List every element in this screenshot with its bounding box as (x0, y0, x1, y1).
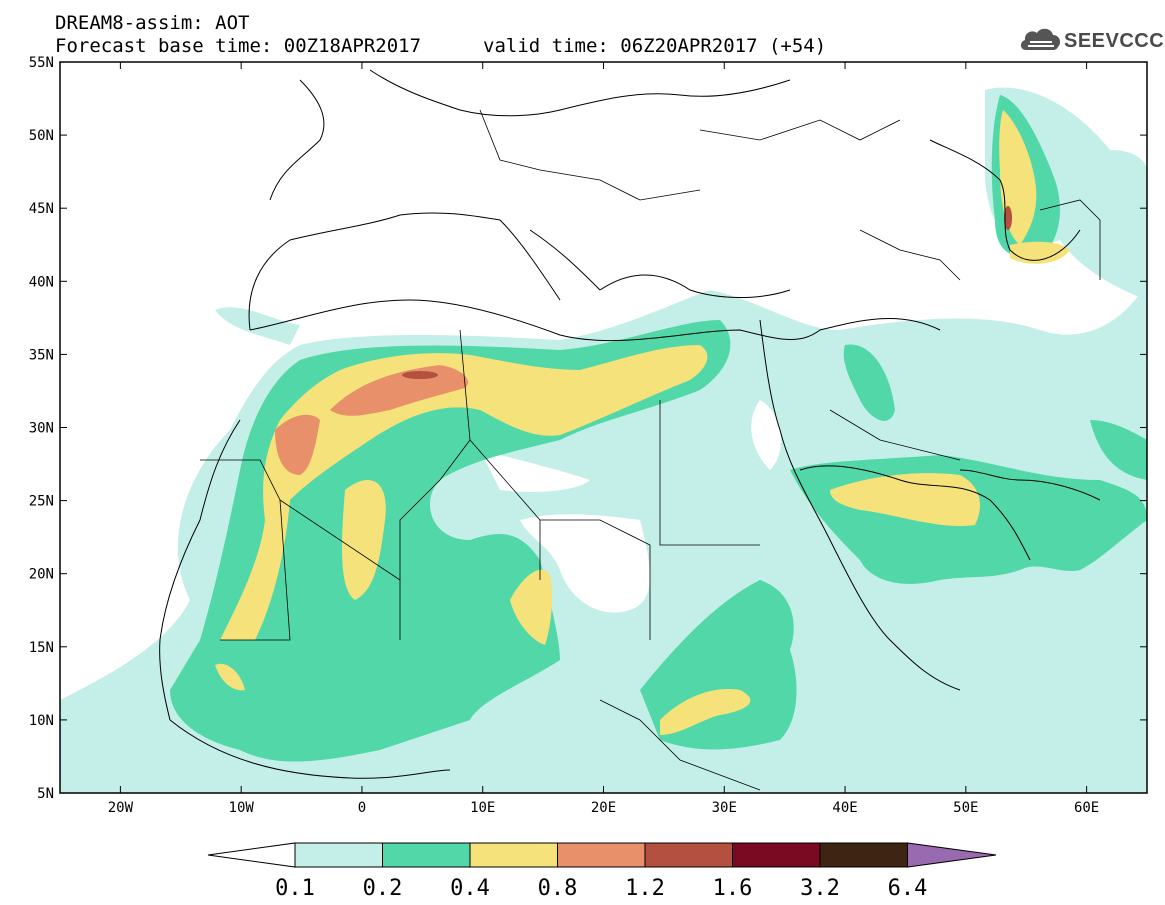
colorbar-bin (382, 842, 471, 868)
axis-ticks (60, 61, 1147, 794)
lat-label: 15N (29, 640, 54, 656)
country-borders (200, 109, 1101, 791)
colorbar-bin (819, 842, 908, 868)
colorbar-arrow-high (907, 842, 997, 868)
colorbar-label: 1.2 (625, 876, 665, 901)
cloud-icon (1020, 28, 1061, 50)
lon-label: 10W (229, 800, 255, 816)
lon-label: 40E (832, 800, 857, 816)
colorbar-label: 1.6 (713, 876, 753, 901)
colorbar-bin (294, 842, 383, 868)
lat-label: 55N (29, 55, 54, 71)
aot-level-0.8 (275, 365, 469, 475)
lat-label: 45N (29, 201, 54, 217)
lon-label: 0 (358, 800, 366, 816)
lat-label: 40N (29, 274, 54, 290)
seevccc-logo (1018, 24, 1148, 56)
lat-label: 35N (29, 347, 54, 363)
lon-label: 50E (953, 800, 978, 816)
colorbar-bin (644, 842, 733, 868)
lon-label: 20E (591, 800, 616, 816)
latitude-labels: 55N 50N 45N 40N 35N 30N 25N 20N 15N 10N 5N (29, 55, 54, 802)
colorbar-label: 0.1 (275, 876, 315, 901)
forecast-base-time: Forecast base time: 00Z18APR2017 (55, 35, 422, 57)
colorbar-label: 6.4 (888, 876, 928, 901)
lat-label: 10N (29, 713, 54, 729)
colorbar-label: 0.2 (363, 876, 403, 901)
colorbar-label: 0.8 (538, 876, 578, 901)
aot-level-1.2 (402, 206, 1012, 379)
map-title: DREAM8-assim: AOT (55, 12, 250, 34)
aot-level-0.4 (215, 110, 1070, 735)
aot-clear-areas (480, 400, 781, 613)
colorbar-bin (732, 842, 821, 868)
coastlines-borders (159, 69, 1101, 779)
lat-label: 5N (37, 786, 54, 802)
aot-field (60, 87, 1147, 793)
lat-label: 30N (29, 421, 54, 437)
lon-label: 30E (712, 800, 737, 816)
lat-label: 20N (29, 567, 54, 583)
lon-label: 60E (1074, 800, 1099, 816)
lon-label: 20W (108, 800, 134, 816)
lat-label: 50N (29, 128, 54, 144)
lon-label: 10E (470, 800, 495, 816)
colorbar-arrow-low (207, 842, 296, 868)
colorbar-bin (557, 842, 646, 868)
valid-time: valid time: 06Z20APR2017 (+54) (483, 35, 827, 57)
colorbar-label: 0.4 (450, 876, 490, 901)
colorbar-label: 3.2 (800, 876, 840, 901)
longitude-labels: 20W 10W 0 10E 20E 30E 40E 50E 60E (108, 800, 1100, 816)
lat-label: 25N (29, 494, 54, 510)
logo-text: SEEVCCC (1064, 30, 1165, 52)
colorbar-bin (469, 842, 558, 868)
